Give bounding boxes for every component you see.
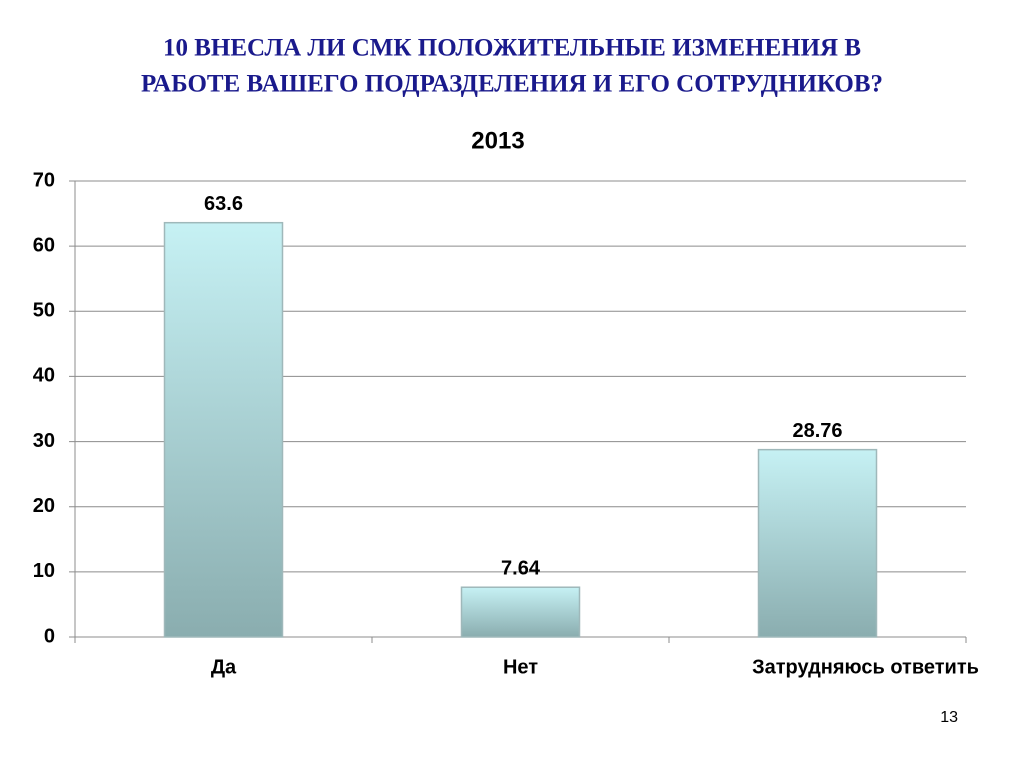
bar	[460, 586, 581, 638]
y-tick-label: 70	[33, 169, 55, 191]
y-tick-label: 50	[33, 300, 55, 322]
y-tick-label: 10	[33, 560, 55, 582]
x-tick-label: Да	[211, 656, 237, 678]
y-tick-label: 20	[33, 495, 55, 517]
value-label: 7.64	[501, 558, 541, 580]
slide-title: 10 ВНЕСЛА ЛИ СМК ПОЛОЖИТЕЛЬНЫЕ ИЗМЕНЕНИЯ…	[163, 35, 861, 62]
slide-title: РАБОТЕ ВАШЕГО ПОДРАЗДЕЛЕНИЯ И ЕГО СОТРУД…	[141, 71, 883, 98]
x-tick-label: Нет	[503, 656, 538, 678]
y-tick-label: 30	[33, 430, 55, 452]
chart-title: 2013	[471, 127, 524, 154]
y-tick-label: 0	[44, 625, 55, 647]
value-label: 28.76	[792, 420, 842, 442]
value-label: 63.6	[204, 193, 243, 215]
x-tick-label: Затрудняюсь ответить	[752, 656, 979, 678]
bar	[163, 221, 284, 638]
y-tick-label: 40	[33, 365, 55, 387]
page-number: 13	[940, 709, 958, 726]
bar	[757, 448, 878, 638]
y-tick-label: 60	[33, 234, 55, 256]
